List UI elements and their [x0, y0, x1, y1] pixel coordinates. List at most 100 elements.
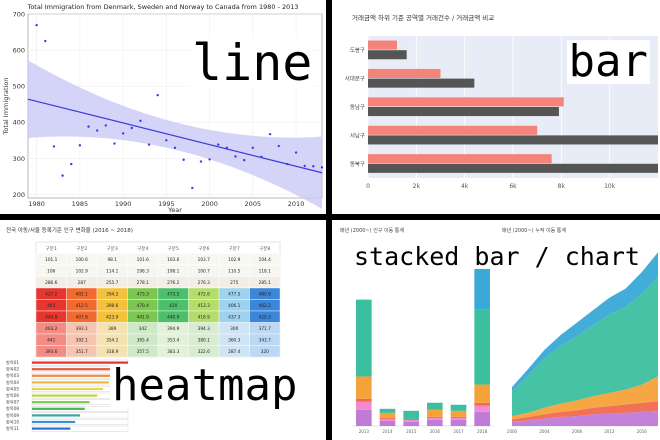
heatmap-cell-value: 110.5 [228, 269, 241, 275]
heatmap-cell-value: 365.4 [137, 338, 150, 344]
column-header: 구분6 [198, 246, 209, 252]
bar-fill [32, 414, 80, 417]
heatmap-cell-value: 198.1 [167, 269, 180, 275]
data-point [260, 155, 263, 159]
data-point [225, 146, 229, 150]
heatmap-cell-value: 407.8 [76, 315, 89, 321]
heatmap-panel: 전국 아동/서울 등록기준 인구 변화율 (2016 ~ 2018) 구분1 구분2… [0, 220, 326, 440]
heatmap-cell-value: 440.9 [167, 315, 180, 321]
bar [368, 135, 658, 145]
bar-fill [32, 374, 117, 377]
x-tick-label: 2016 [430, 429, 441, 434]
data-point [130, 126, 133, 130]
bar-label: 항목05 [6, 385, 19, 392]
heatmap-cell-value: 103.7 [198, 257, 211, 263]
heatmap-cell-value: 276.2 [167, 280, 180, 286]
stacked-bar-segment [450, 410, 467, 417]
x-tick-label: 2000 [507, 429, 518, 434]
heatmap-cell [249, 345, 281, 358]
bar-label: 항목09 [6, 412, 19, 419]
x-tick-label: 2017 [453, 429, 464, 434]
heatmap-cell-value: 477.5 [228, 292, 241, 298]
stacked-bar-segment [474, 268, 490, 310]
stacked-bar-segment [427, 409, 443, 417]
data-point [320, 166, 324, 169]
stacked-area-series [512, 252, 658, 392]
x-tick-label: 8k [558, 183, 566, 190]
stacked-bar-segment [356, 299, 372, 377]
chart-title: Total Immigration from Denmark, Sweden a… [26, 3, 298, 11]
data-point [156, 93, 159, 97]
data-point [286, 162, 289, 166]
bar-label: 항목07 [6, 399, 19, 406]
heatmap-cell-value: 392.1 [76, 338, 89, 344]
bar [368, 97, 564, 107]
stacked-bar-segment [450, 416, 467, 418]
stacked-bar-segment [427, 419, 443, 426]
data-point [199, 160, 203, 163]
x-tick-label: 1980 [28, 200, 45, 208]
heatmap-cell-value: 403 [47, 303, 55, 309]
stacked-bar-segment [427, 402, 443, 410]
x-tick-label: 2016 [637, 429, 648, 434]
stacked-bar-segment [403, 410, 419, 419]
data-point [294, 151, 298, 154]
x-axis-label: Year [167, 206, 182, 214]
bar [368, 163, 658, 173]
heatmap-cell-value: 102.9 [228, 257, 241, 263]
data-point [182, 158, 185, 161]
stacked-bar-segment [356, 401, 372, 410]
x-tick-label: 2005 [245, 200, 262, 208]
heatmap-cell-value: 420.3 [259, 315, 272, 321]
y-tick-label: 200 [13, 191, 25, 199]
line-chart: Total Immigration from Denmark, Sweden a… [2, 3, 324, 214]
heatmap-cell-value: 441 [47, 338, 55, 344]
data-point [104, 124, 108, 127]
bar [368, 40, 397, 50]
stacked-area-series [512, 401, 658, 422]
heatmap-cell-value: 357.5 [137, 349, 150, 355]
bar-label: 항목01 [6, 359, 19, 366]
bar-label: 항목03 [6, 372, 19, 379]
x-tick-label: 2012 [604, 429, 615, 434]
bar [368, 154, 552, 164]
heatmap-cell-value: 285.1 [259, 280, 272, 286]
stacked-bar-segment [379, 420, 396, 426]
column-header: 구분7 [229, 246, 240, 252]
bar-label: 항목04 [6, 379, 19, 386]
heatmap-cell-value: 423.9 [106, 315, 119, 321]
stacked-bar-segment [474, 309, 490, 385]
bar-chart-panel: 거래금액 하위 기준 공역별 거래건수 / 거래금액 비교 0 2k 4k 6k 8k 10… [332, 0, 660, 214]
bar-fill [32, 361, 128, 364]
x-tick-label: 1985 [72, 200, 89, 208]
data-point [277, 144, 280, 148]
column-header: 구분4 [137, 246, 148, 252]
x-tick-label: 2010 [288, 200, 305, 208]
x-tick-label: 2014 [382, 429, 393, 434]
data-point [113, 142, 116, 145]
heatmap-cell-value: 371.7 [259, 326, 272, 332]
bar-label: 항목02 [6, 366, 19, 373]
heatmap-cell-value: 322.6 [198, 349, 211, 355]
heatmap-cell-value: 403.2 [45, 326, 58, 332]
heatmap-cell-value: 393.1 [76, 326, 89, 332]
bar-label: 항목08 [6, 405, 19, 412]
x-tick-label: 2000 [201, 200, 218, 208]
stacked-area-series [512, 376, 658, 420]
bar-fill [32, 407, 85, 410]
column-header: 구분8 [259, 246, 270, 252]
x-tick-label: 1990 [115, 200, 132, 208]
bar-fill [32, 368, 124, 371]
heatmap-cell-value: 106 [47, 269, 55, 275]
heatmap-cell-value: 470.4 [137, 303, 150, 309]
stacked-bar-segment [403, 421, 419, 426]
heatmap-cell-value: 353.4 [167, 338, 180, 344]
chart-title: 전국 아동/서울 등록기준 인구 변화율 (2016 ~ 2018) [6, 226, 133, 234]
data-point [303, 164, 306, 168]
chart-title: 매년 (2000~) 누적 이동 통계 [502, 227, 566, 234]
heatmap-cell-value: 351.7 [76, 349, 89, 355]
heatmap-cell-value: 98.1 [107, 257, 117, 263]
heatmap-cell-value: 300 [230, 326, 238, 332]
bar [368, 107, 559, 117]
stacked-bar-segment [474, 402, 490, 406]
